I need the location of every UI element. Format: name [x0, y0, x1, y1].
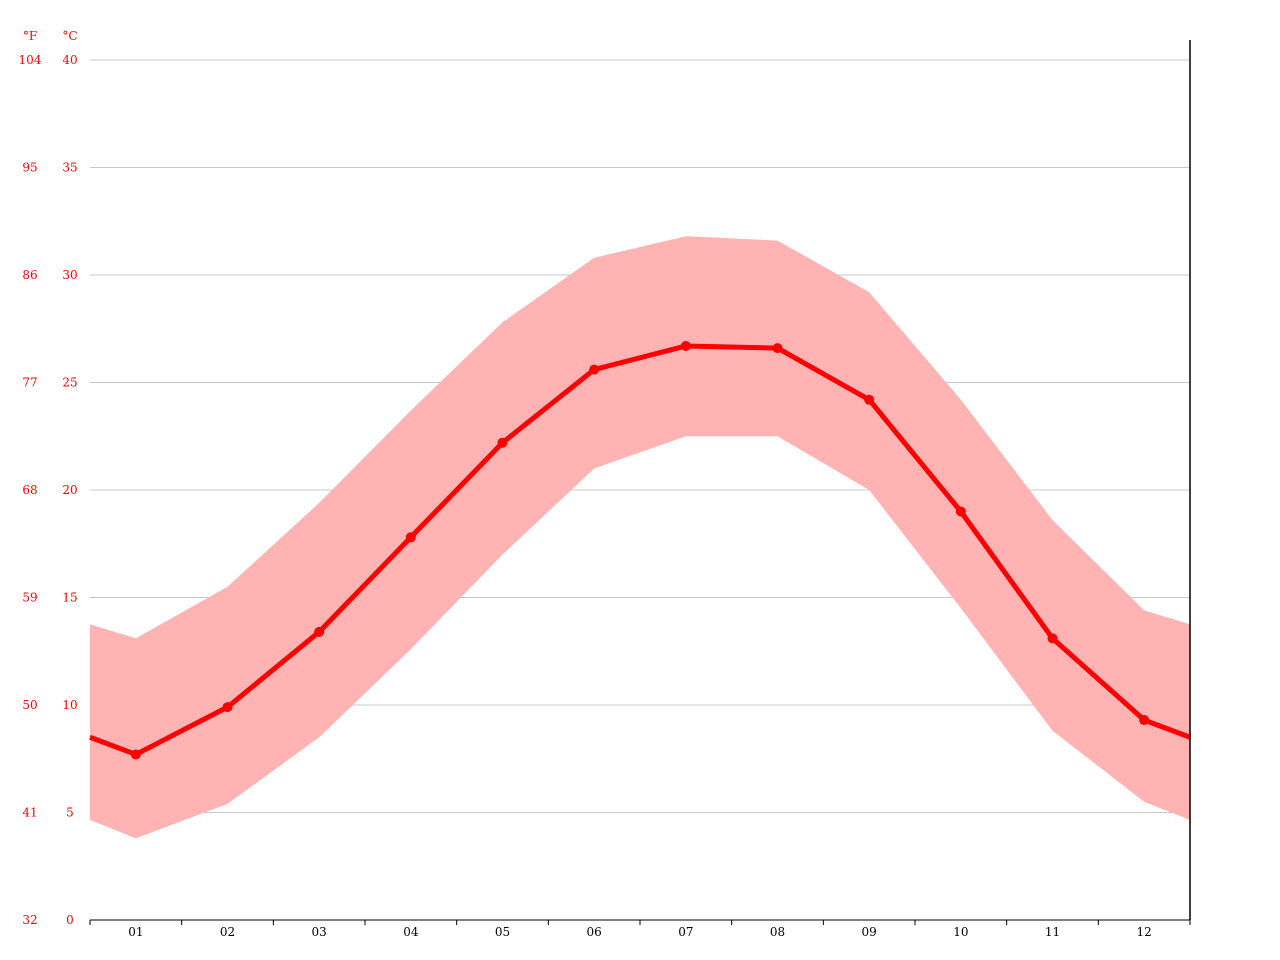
y-tick-fahrenheit: 50: [22, 698, 37, 712]
x-tick-label: 07: [678, 925, 693, 939]
axes: [89, 40, 1191, 925]
x-tick-label: 01: [128, 925, 143, 939]
data-point: [405, 532, 416, 543]
y-tick-celsius: 0: [66, 913, 74, 927]
x-tick-label: 03: [312, 925, 327, 939]
y-tick-celsius: 25: [62, 376, 77, 390]
y-tick-celsius: 40: [62, 53, 77, 67]
x-tick-label: 09: [862, 925, 877, 939]
temperature-range-band: [90, 236, 1190, 839]
y-tick-fahrenheit: 77: [22, 376, 37, 390]
x-tick-label: 11: [1045, 925, 1060, 939]
fahrenheit-unit-label: °F: [23, 29, 37, 43]
x-tick-label: 08: [770, 925, 785, 939]
y-tick-fahrenheit: 41: [22, 806, 37, 820]
data-point: [864, 394, 875, 405]
data-point: [314, 626, 325, 637]
y-tick-labels: 0 32 5 41 10 50 15 59 20 68 25 77 30 86 35 95 40 104: [19, 53, 78, 927]
x-tick-label: 05: [495, 925, 510, 939]
x-tick-label: 06: [587, 925, 602, 939]
y-tick-celsius: 35: [62, 161, 77, 175]
y-tick-celsius: 30: [62, 268, 77, 282]
y-tick-fahrenheit: 86: [22, 268, 37, 282]
x-tick-label: 04: [403, 925, 419, 939]
celsius-unit-label: °C: [62, 29, 77, 43]
y-tick-fahrenheit: 32: [22, 913, 37, 927]
data-point: [772, 343, 783, 354]
y-tick-celsius: 15: [62, 591, 77, 605]
mean-temperature-line: [89, 343, 1191, 757]
x-tick-label: 10: [953, 925, 968, 939]
data-point: [222, 702, 233, 713]
x-tick-label: 02: [220, 925, 235, 939]
y-tick-celsius: 20: [62, 483, 77, 497]
y-tick-celsius: 5: [66, 806, 74, 820]
data-point: [955, 506, 966, 517]
data-point: [589, 364, 600, 375]
y-tick-celsius: 10: [62, 698, 77, 712]
data-point: [680, 340, 691, 351]
x-tick-label: 12: [1137, 925, 1152, 939]
data-point: [1139, 715, 1150, 726]
y-tick-fahrenheit: 95: [22, 161, 37, 175]
data-point: [130, 749, 141, 760]
y-tick-fahrenheit: 104: [19, 53, 42, 67]
data-points: [130, 340, 1150, 760]
data-point: [497, 437, 508, 448]
x-tick-labels: 01 02 03 04 05 06 07 08 09 10 11 12: [128, 925, 1152, 939]
y-tick-fahrenheit: 68: [22, 483, 37, 497]
data-point: [1047, 633, 1058, 644]
y-tick-fahrenheit: 59: [22, 591, 37, 605]
